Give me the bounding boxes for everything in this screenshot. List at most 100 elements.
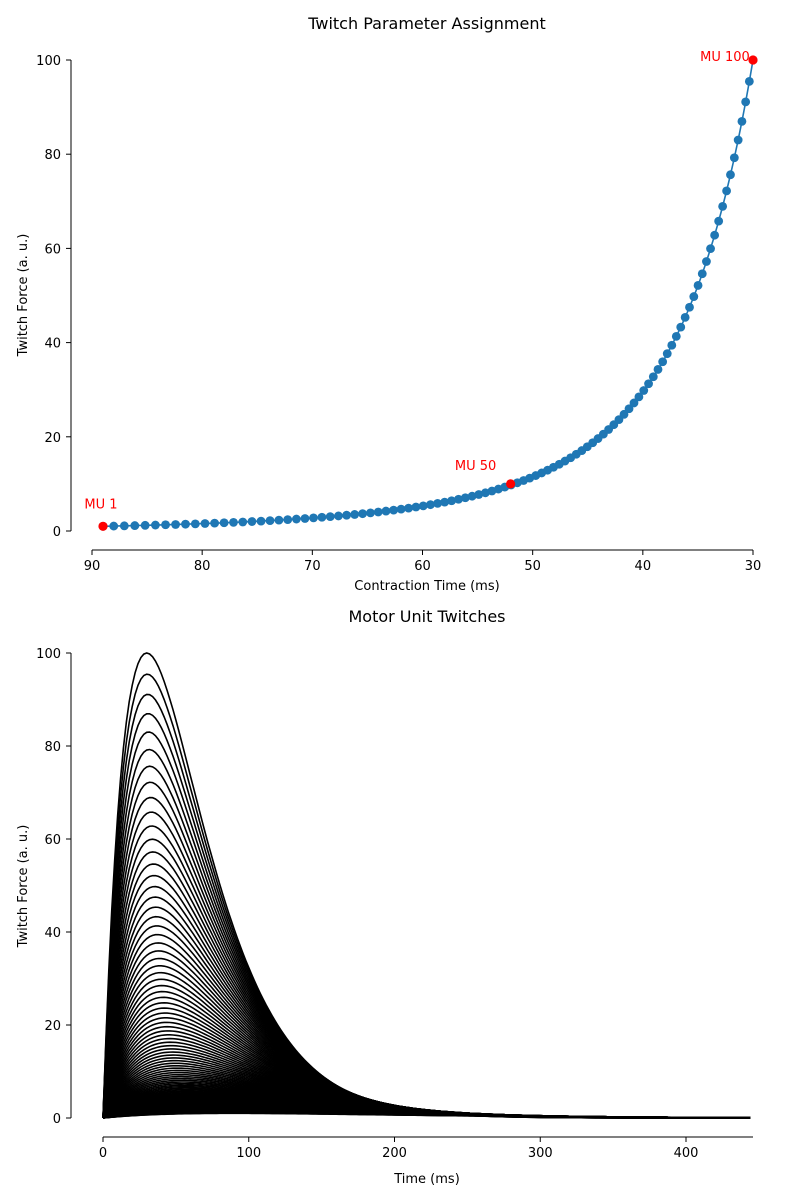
chart2-x-tick-label: 400 <box>674 1146 699 1161</box>
motor-unit-point-78 <box>658 357 668 367</box>
chart1-title: Twitch Parameter Assignment <box>307 14 545 33</box>
twitch-parameter-chart: Twitch Parameter Assignment 0 20 40 60 80 100… <box>16 14 761 594</box>
chart1-y-tick-label: 0 <box>53 525 61 540</box>
chart1-x-tick-label: 90 <box>84 559 101 574</box>
motor-unit-point-72 <box>629 398 639 408</box>
motor-unit-point-92 <box>718 201 728 211</box>
motor-unit-point-27 <box>342 510 351 520</box>
motor-unit-point-29 <box>358 509 368 519</box>
motor-unit-point-97 <box>737 116 747 126</box>
motor-unit-point-42 <box>454 494 463 504</box>
motor-unit-point-86 <box>693 281 703 290</box>
chart1-x-tick-label: 50 <box>524 559 541 574</box>
motor-unit-point-95 <box>729 153 739 163</box>
motor-unit-point-4 <box>130 521 140 530</box>
chart1-annotations: MU 1 MU 50 MU 100 <box>84 50 758 531</box>
motor-unit-point-82 <box>676 322 686 332</box>
motor-unit-point-5 <box>140 520 150 530</box>
chart2-x-tick-label: 100 <box>236 1146 261 1161</box>
motor-unit-point-14 <box>229 517 238 527</box>
chart1-x-tick-label: 70 <box>304 559 321 574</box>
motor-unit-point-10 <box>190 519 200 529</box>
motor-unit-point-11 <box>200 519 210 528</box>
motor-unit-point-74 <box>639 386 649 395</box>
motor-unit-point-77 <box>653 365 663 374</box>
motor-unit-point-9 <box>181 519 190 529</box>
chart2-y-tick-label: 80 <box>44 740 61 755</box>
motor-unit-point-22 <box>300 514 310 523</box>
motor-unit-point-91 <box>714 216 724 226</box>
motor-unit-point-2 <box>109 521 119 531</box>
motor-unit-point-80 <box>667 340 677 350</box>
motor-unit-point-71 <box>624 404 634 414</box>
motor-unit-point-32 <box>381 506 391 516</box>
motor-unit-point-30 <box>366 508 375 518</box>
annotation-label: MU 1 <box>84 497 117 512</box>
motor-unit-point-45 <box>474 490 484 499</box>
motor-unit-point-96 <box>733 135 743 145</box>
annotation-label: MU 100 <box>700 50 750 65</box>
chart2-y-label: Twitch Force (a. u.) <box>16 825 31 949</box>
motor-unit-point-84 <box>685 302 694 312</box>
motor-unit-point-94 <box>726 170 735 180</box>
motor-unit-point-12 <box>210 518 220 528</box>
motor-unit-point-6 <box>151 520 160 530</box>
twitch-curve-100 <box>102 652 751 1119</box>
motor-unit-point-26 <box>334 511 343 521</box>
motor-unit-point-38 <box>426 500 435 510</box>
highlight-point-1 <box>98 521 108 531</box>
motor-unit-point-98 <box>741 97 751 107</box>
chart1-x-tick-label: 80 <box>194 559 211 574</box>
motor-unit-point-31 <box>373 507 383 517</box>
chart1-x-tick-label: 30 <box>745 559 762 574</box>
motor-unit-point-76 <box>648 372 658 382</box>
chart2-ticks: 0 20 40 60 80 100 0 100 200 300 400 <box>36 647 698 1161</box>
motor-unit-point-24 <box>317 512 327 522</box>
motor-unit-point-19 <box>274 515 284 525</box>
chart2-axes <box>70 653 753 1138</box>
motor-unit-point-43 <box>460 493 470 503</box>
motor-unit-point-20 <box>283 515 293 524</box>
chart1-y-tick-label: 20 <box>44 431 61 446</box>
chart1-x-tick-label: 40 <box>635 559 652 574</box>
chart2-x-tick-label: 300 <box>528 1146 553 1161</box>
chart2-y-tick-label: 100 <box>36 647 61 662</box>
chart1-x-tick-label: 60 <box>414 559 431 574</box>
twitch-curve-98 <box>102 693 751 1119</box>
motor-unit-point-28 <box>350 510 360 519</box>
motor-unit-point-75 <box>644 379 653 389</box>
chart1-y-tick-label: 60 <box>44 242 61 257</box>
motor-unit-point-41 <box>447 496 457 506</box>
motor-unit-point-23 <box>309 513 318 523</box>
motor-unit-point-87 <box>697 269 707 279</box>
motor-unit-point-13 <box>219 518 229 528</box>
motor-unit-point-73 <box>634 392 644 402</box>
chart1-plot-area <box>98 55 758 531</box>
motor-unit-point-7 <box>161 520 170 530</box>
chart1-y-tick-label: 80 <box>44 148 61 163</box>
chart2-plot-area <box>102 652 751 1119</box>
highlight-point-3 <box>748 55 758 65</box>
chart1-y-tick-label: 40 <box>44 337 61 352</box>
annotation-label: MU 50 <box>455 459 496 474</box>
motor-unit-point-16 <box>247 517 257 526</box>
motor-unit-point-89 <box>706 244 715 254</box>
chart2-x-tick-label: 0 <box>99 1146 107 1161</box>
highlight-point-2 <box>506 479 516 489</box>
motor-unit-point-40 <box>440 497 450 507</box>
chart2-x-label: Time (ms) <box>393 1172 460 1187</box>
motor-unit-point-88 <box>702 257 711 266</box>
chart1-axes <box>70 60 753 551</box>
motor-unit-point-39 <box>433 499 442 508</box>
chart1-x-label: Contraction Time (ms) <box>354 579 499 594</box>
motor-unit-point-85 <box>689 292 699 301</box>
motor-unit-point-36 <box>411 502 421 512</box>
chart1-ticks: 0 20 40 60 80 100 90 80 70 60 50 40 30 <box>36 54 761 574</box>
motor-unit-point-33 <box>389 505 398 515</box>
chart2-x-tick-label: 200 <box>382 1146 407 1161</box>
chart2-y-tick-label: 0 <box>53 1112 61 1127</box>
chart2-y-tick-label: 60 <box>44 833 61 848</box>
motor-unit-point-44 <box>467 491 477 501</box>
motor-unit-point-15 <box>238 517 248 527</box>
